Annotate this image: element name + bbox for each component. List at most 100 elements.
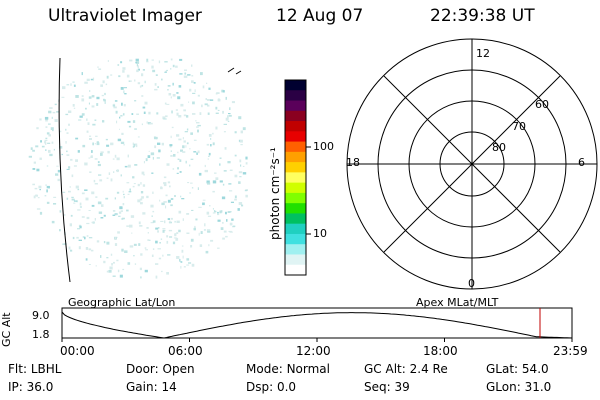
uv-speckle (228, 230, 232, 232)
uv-speckle (172, 241, 176, 245)
uv-speckle (176, 220, 180, 223)
uv-speckle (109, 266, 113, 270)
uv-speckle (101, 94, 104, 97)
status-seq: Seq: 39 (364, 380, 410, 394)
uv-speckle (104, 92, 106, 96)
uv-speckle (215, 177, 219, 180)
uv-speckle (57, 178, 60, 182)
uv-speckle (190, 245, 193, 248)
uv-speckle (189, 88, 192, 92)
uv-speckle (216, 92, 220, 94)
uv-speckle (89, 171, 92, 173)
uv-speckle (227, 161, 231, 164)
uv-speckle (157, 142, 161, 145)
uv-speckle (49, 107, 53, 109)
uv-speckle (148, 239, 151, 241)
uv-speckle (72, 104, 75, 107)
colorbar-segment (285, 192, 306, 204)
uv-speckle (134, 263, 137, 265)
uv-speckle (149, 122, 153, 125)
uv-speckle (182, 137, 184, 140)
uv-speckle (202, 85, 205, 89)
uv-speckle (130, 215, 135, 218)
uv-speckle (180, 149, 183, 152)
uv-speckle (165, 115, 168, 118)
uv-speckle (107, 60, 109, 62)
uv-speckle (66, 132, 69, 134)
uv-speckle (229, 190, 233, 192)
uv-speckle (189, 148, 191, 150)
uv-speckle (155, 74, 158, 76)
uv-speckle (54, 119, 58, 122)
uv-speckle (155, 263, 159, 265)
uv-speckle (238, 181, 241, 184)
uv-speckle (163, 182, 167, 185)
uv-speckle (164, 102, 167, 105)
uv-speckle (201, 104, 203, 108)
uv-speckle (113, 171, 115, 173)
uv-speckle (73, 202, 76, 204)
uv-speckle (156, 157, 160, 159)
uv-speckle (150, 152, 155, 156)
uv-speckle (210, 138, 212, 140)
uv-speckle (82, 236, 85, 238)
uv-speckle (134, 100, 137, 102)
uv-speckle (44, 141, 47, 144)
uv-speckle (212, 190, 215, 193)
uv-speckle (132, 120, 136, 123)
uv-speckle (160, 220, 164, 222)
uv-speckle (38, 185, 42, 189)
uv-speckle (155, 275, 158, 279)
uv-speckle (173, 237, 177, 239)
uv-speckle (33, 195, 36, 199)
uv-speckle (110, 178, 113, 182)
uv-speckle (46, 165, 49, 167)
uv-speckle (234, 154, 237, 157)
altitude-curve (61, 311, 573, 339)
uv-speckle (76, 200, 78, 203)
uv-speckle (69, 223, 72, 227)
uv-speckle (92, 123, 96, 126)
uv-speckle (184, 69, 187, 71)
uv-speckle (197, 124, 201, 127)
uv-speckle (122, 113, 125, 116)
uv-speckle (212, 142, 215, 146)
uv-speckle (104, 101, 106, 104)
uv-speckle (120, 115, 123, 117)
colorbar-segment (285, 203, 306, 214)
uv-speckle (165, 205, 167, 209)
uv-speckle (59, 146, 63, 149)
uv-speckle (106, 270, 109, 273)
uv-speckle (94, 143, 96, 145)
uv-speckle (48, 134, 51, 137)
uv-speckle (116, 169, 119, 173)
uv-speckle (191, 64, 193, 67)
uv-speckle (179, 258, 181, 262)
uv-speckle (135, 145, 138, 148)
uv-speckle (101, 204, 104, 207)
uv-speckle (121, 132, 124, 135)
uv-speckle (166, 103, 170, 105)
uv-speckle (126, 225, 129, 227)
uv-speckle (241, 204, 244, 207)
uv-speckle (220, 210, 223, 213)
uv-speckle (207, 231, 211, 233)
uv-speckle (117, 138, 122, 142)
uv-speckle (208, 134, 212, 137)
uv-speckle (205, 250, 209, 254)
uv-speckle (177, 158, 180, 160)
uv-speckle (190, 238, 194, 242)
uv-speckle (81, 95, 84, 97)
uv-speckle (75, 95, 79, 98)
uv-speckle (100, 217, 104, 219)
uv-speckle (103, 214, 106, 217)
uv-speckle (72, 81, 75, 83)
status-mode: Mode: Normal (246, 362, 330, 376)
uv-speckle (119, 128, 120, 130)
uv-speckle (215, 112, 219, 114)
uv-speckle (118, 215, 121, 217)
uv-speckle (207, 182, 211, 185)
